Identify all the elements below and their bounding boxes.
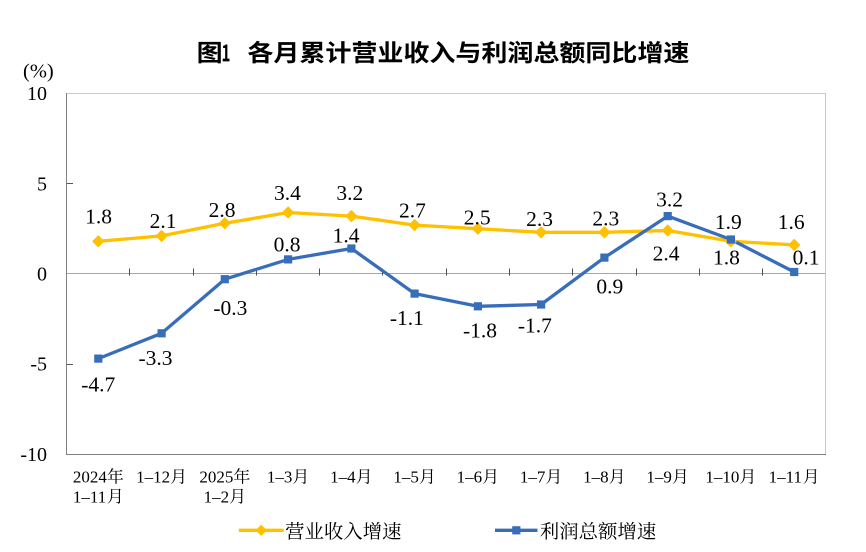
svg-text:0.9: 0.9 <box>596 274 623 298</box>
svg-text:1.8: 1.8 <box>713 246 740 270</box>
svg-text:2024: 2024 <box>73 468 108 487</box>
svg-text:-4.7: -4.7 <box>81 372 115 396</box>
svg-text:-10: -10 <box>20 444 47 466</box>
svg-text:1–6: 1–6 <box>457 468 483 487</box>
svg-text:1–3: 1–3 <box>267 468 293 487</box>
svg-text:1–12: 1–12 <box>136 468 170 487</box>
svg-text:2.3: 2.3 <box>526 207 553 231</box>
svg-text:3.4: 3.4 <box>274 181 301 205</box>
svg-text:10: 10 <box>27 83 47 105</box>
svg-text:3.2: 3.2 <box>656 188 683 212</box>
svg-text:1–2: 1–2 <box>204 487 230 506</box>
svg-text:-1.1: -1.1 <box>390 306 424 330</box>
svg-text:-3.3: -3.3 <box>138 346 172 370</box>
svg-text:5: 5 <box>37 173 47 195</box>
svg-text:1–11: 1–11 <box>769 468 802 487</box>
svg-text:3.2: 3.2 <box>336 181 363 205</box>
svg-text:2.5: 2.5 <box>464 206 491 230</box>
svg-text:0.8: 0.8 <box>274 233 301 257</box>
svg-text:1–9: 1–9 <box>646 468 672 487</box>
svg-text:1.9: 1.9 <box>715 210 742 234</box>
svg-text:0: 0 <box>37 264 47 286</box>
svg-text:0.1: 0.1 <box>793 246 820 270</box>
svg-text:2.8: 2.8 <box>209 198 236 222</box>
svg-text:1–5: 1–5 <box>393 468 419 487</box>
svg-text:2.7: 2.7 <box>399 199 426 223</box>
svg-text:2.1: 2.1 <box>150 209 177 233</box>
svg-text:1–11: 1–11 <box>73 487 106 506</box>
svg-text:(%): (%) <box>23 60 54 82</box>
svg-text:1–8: 1–8 <box>583 468 609 487</box>
svg-text:-5: -5 <box>30 354 47 376</box>
svg-text:1.6: 1.6 <box>778 210 805 234</box>
svg-text:-0.3: -0.3 <box>213 296 247 320</box>
svg-text:1.8: 1.8 <box>85 204 112 228</box>
svg-text:1–4: 1–4 <box>330 468 356 487</box>
svg-text:1–10: 1–10 <box>705 468 739 487</box>
svg-text:2025: 2025 <box>199 468 233 487</box>
svg-text:2.3: 2.3 <box>592 207 619 231</box>
svg-text:1.4: 1.4 <box>333 223 360 247</box>
svg-text:-1.8: -1.8 <box>463 318 497 342</box>
svg-text:-1.7: -1.7 <box>518 314 552 338</box>
svg-text:2.4: 2.4 <box>653 241 680 265</box>
svg-text:1–7: 1–7 <box>520 468 546 487</box>
